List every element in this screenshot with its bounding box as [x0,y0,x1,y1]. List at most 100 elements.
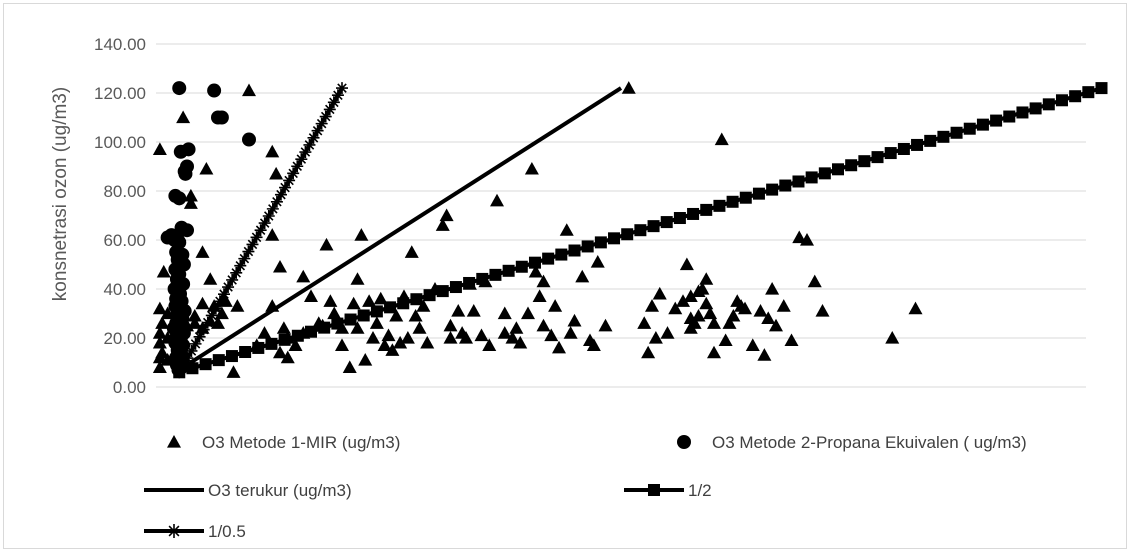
triangle-point [183,188,198,202]
star-marker [262,209,275,222]
square-marker [489,268,502,281]
triangle-point [548,299,563,312]
triangle-point [695,282,710,295]
square-marker [779,179,792,192]
square-marker [660,216,673,229]
star-marker [193,330,206,343]
square-marker [647,220,660,233]
triangle-point [482,338,497,351]
triangle-point [586,338,601,351]
series-4 [173,82,1108,379]
triangle-point [342,360,357,373]
square-marker [1069,90,1082,103]
triangle-point [350,272,365,285]
square-marker [555,248,568,261]
square-marker [515,260,528,273]
triangle-point [393,335,408,349]
circle-point [172,191,187,206]
triangle-point [598,318,613,332]
square-marker [594,236,607,249]
star-marker [185,344,198,357]
star-marker [270,195,283,208]
star-marker [230,266,243,279]
triangle-point [691,308,706,322]
triangle-point [152,335,167,349]
star-marker [303,138,316,151]
square-marker [278,333,291,346]
triangle-point [323,294,338,307]
square-marker [542,252,555,265]
star-marker [205,309,218,322]
star-marker [226,273,239,286]
y-axis-ticks: 0.00 20.00 40.00 60.00 80.00 100.00 120.00 140.… [94,35,146,397]
triangle-point [776,299,791,312]
y-tick-label: 20.00 [103,329,146,348]
star-marker [209,302,222,315]
square-marker [318,321,331,334]
square-marker [871,151,884,164]
triangle-point [195,245,210,258]
legend-item: O3 Metode 1-MIR (ug/m3) [167,433,400,452]
triangle-point [443,331,458,344]
square-marker [858,155,871,168]
triangle-point [497,326,512,339]
triangle-point [714,132,729,146]
star-marker [291,160,304,173]
square-marker [752,187,765,200]
triangle-point [687,316,702,329]
legend-label: O3 Metode 1-MIR (ug/m3) [202,433,400,452]
triangle-point [346,296,361,310]
star-marker [246,238,259,251]
triangle-point [296,269,311,283]
triangle-point [490,193,504,207]
square-marker [608,232,621,245]
triangle-point [226,365,241,378]
triangle-point [400,331,415,344]
triangle-point [497,306,512,320]
star-marker [274,188,287,201]
triangle-point [354,228,369,241]
star-marker [319,110,332,123]
y-tick-label: 100.00 [94,133,146,152]
triangle-point [156,264,171,278]
triangle-point [513,335,528,349]
triangle-point [590,255,605,268]
star-marker [331,89,344,102]
triangle-point [726,308,741,322]
triangle-point [648,331,663,344]
star-marker [222,281,235,294]
star-marker [197,323,210,336]
triangle-point [800,233,814,246]
triangle-point [703,306,718,320]
series-2 [160,81,256,377]
star-marker [258,217,271,230]
square-marker [239,346,252,358]
legend-star-icon [167,524,181,538]
triangle-point [381,328,396,342]
triangle-point [265,144,280,158]
triangle-point [408,308,423,322]
triangle-point [385,343,400,356]
square-marker [976,118,989,131]
square-marker [265,337,278,350]
triangle-point [753,304,768,317]
star-marker [242,245,255,258]
triangle-point [362,294,377,307]
triangle-point [718,333,733,347]
legend-square-icon [648,484,660,496]
triangle-point [652,286,667,300]
legend-triangle-icon [167,435,181,448]
square-marker [252,341,265,354]
square-marker [924,134,937,147]
triangle-point [459,331,473,344]
triangle-point [160,306,175,320]
square-marker [805,171,818,184]
circle-point [172,81,187,96]
star-marker [315,117,328,130]
square-marker [1082,86,1095,99]
triangle-point [439,208,454,222]
triangle-point [273,345,287,359]
square-marker [581,240,594,253]
triangle-point [792,230,807,244]
square-marker [1042,98,1055,111]
